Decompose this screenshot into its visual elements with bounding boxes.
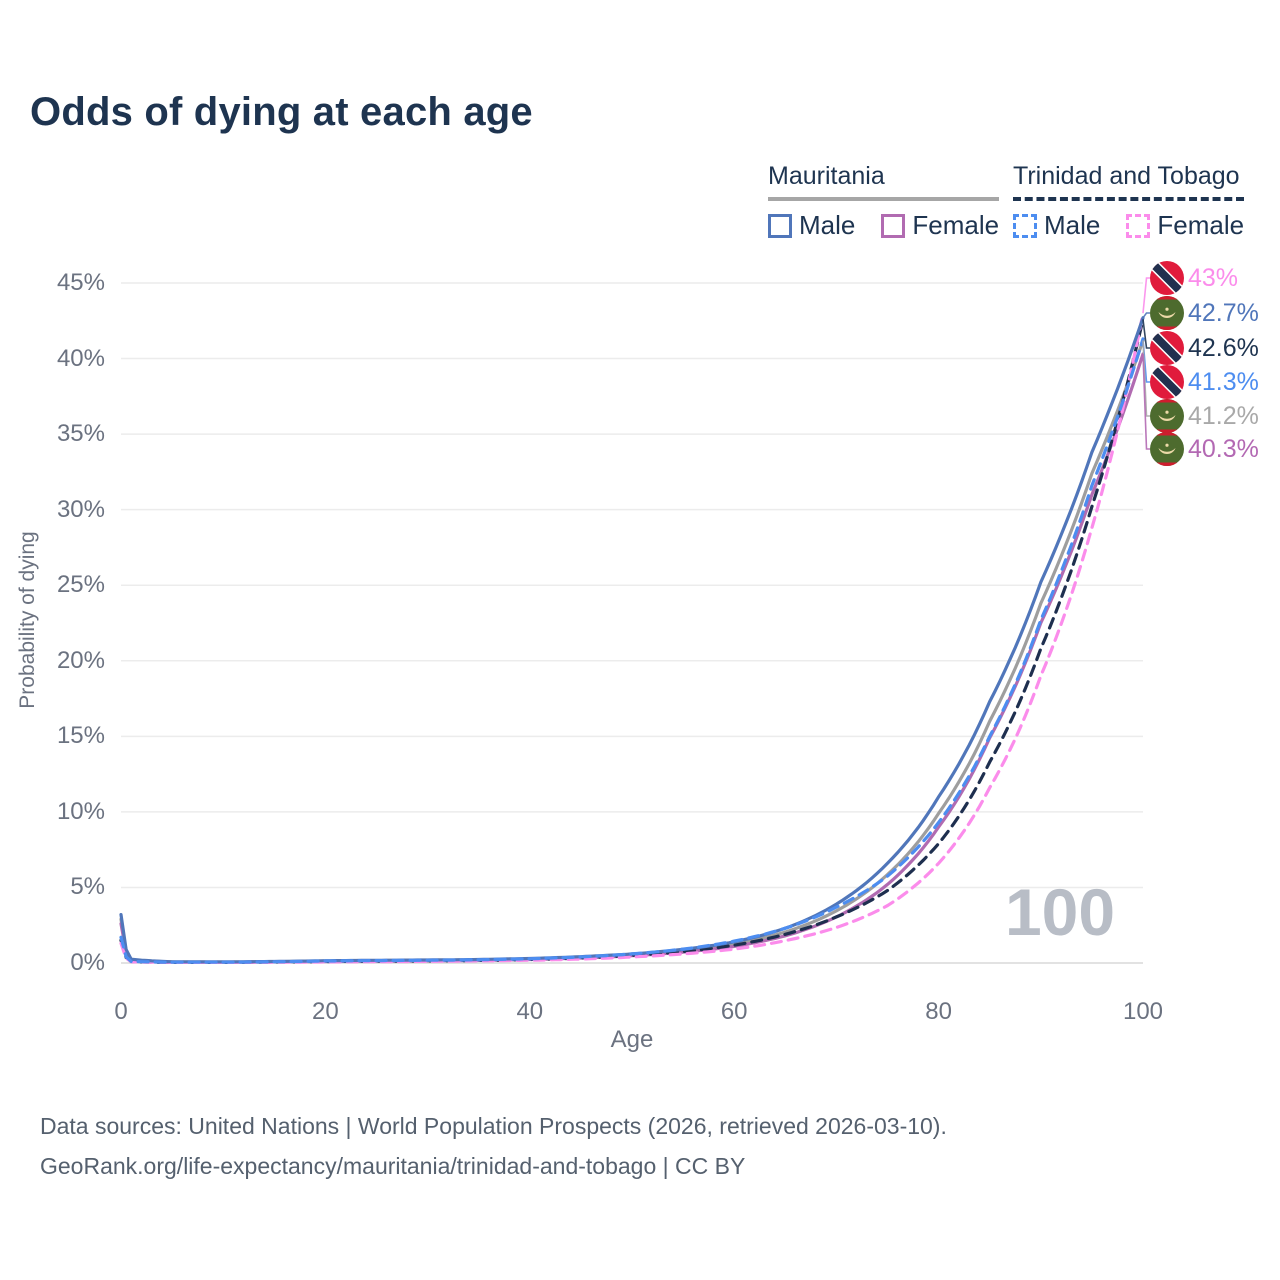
mauritania-flag-icon bbox=[1150, 399, 1184, 433]
series-line-tt-female bbox=[119, 311, 1145, 964]
y-tick-label: 10% bbox=[56, 797, 105, 825]
end-label-leader-line bbox=[1142, 277, 1150, 314]
end-label-value: 41.2% bbox=[1188, 401, 1259, 430]
trinidad-male-swatch-icon bbox=[1013, 213, 1037, 238]
series-line-tt-all bbox=[119, 317, 1145, 964]
legend-item-label: Male bbox=[1044, 210, 1101, 240]
end-label-mrt-female: 40.3% bbox=[1150, 432, 1259, 466]
series-line-mrt-female bbox=[119, 352, 1145, 964]
y-tick-label: 25% bbox=[56, 571, 105, 599]
end-label-mrt-all: 41.2% bbox=[1150, 399, 1259, 433]
mauritania-female-swatch-icon bbox=[881, 213, 906, 238]
trinidad-and-tobago-flag-icon bbox=[1150, 365, 1184, 399]
end-label-value: 42.6% bbox=[1188, 333, 1259, 362]
mauritania-flag-icon bbox=[1150, 432, 1184, 466]
trinidad-and-tobago-flag-icon bbox=[1150, 261, 1184, 295]
legend-item-trinidad-male[interactable]: Male bbox=[1013, 210, 1100, 241]
legend-header-mauritania: Mauritania bbox=[768, 162, 885, 190]
legend-item-mauritania-female[interactable]: Female bbox=[881, 210, 999, 241]
legend-group-trinidad-and-tobago: Trinidad and Tobago Male Female bbox=[1013, 162, 1245, 241]
legend-item-label: Male bbox=[799, 210, 856, 240]
y-tick-label: 20% bbox=[56, 646, 105, 674]
series-line-mrt-male bbox=[119, 316, 1145, 964]
footer-attribution: Data sources: United Nations | World Pop… bbox=[40, 1106, 947, 1186]
y-tick-label: 0% bbox=[70, 949, 105, 976]
x-tick-label: 100 bbox=[1122, 998, 1164, 1025]
mauritania-male-swatch-icon bbox=[768, 213, 792, 238]
x-tick-label: 80 bbox=[925, 998, 952, 1025]
end-label-tt-male: 41.3% bbox=[1150, 365, 1259, 399]
end-label-value: 41.3% bbox=[1188, 367, 1259, 396]
x-tick-label: 20 bbox=[312, 998, 339, 1025]
legend-group-mauritania: Mauritania Male Female bbox=[768, 162, 1000, 241]
y-tick-label: 5% bbox=[70, 873, 105, 901]
trinidad-and-tobago-flag-icon bbox=[1150, 331, 1184, 365]
trinidad-female-swatch-icon bbox=[1126, 213, 1151, 238]
y-tick-label: 40% bbox=[56, 344, 105, 372]
legend-item-trinidad-female[interactable]: Female bbox=[1126, 210, 1244, 241]
end-label-tt-female: 43% bbox=[1150, 261, 1238, 295]
x-tick-label: 0 bbox=[114, 998, 128, 1025]
footer-data-sources: Data sources: United Nations | World Pop… bbox=[40, 1113, 947, 1139]
end-label-value: 43% bbox=[1188, 263, 1239, 292]
footer-license: GeoRank.org/life-expectancy/mauritania/t… bbox=[40, 1153, 746, 1179]
legend-item-label: Female bbox=[912, 210, 1000, 240]
x-tick-label: 60 bbox=[720, 998, 748, 1025]
y-tick-label: 15% bbox=[56, 722, 105, 750]
end-label-value: 40.3% bbox=[1188, 434, 1259, 463]
end-label-tt-all: 42.6% bbox=[1150, 331, 1259, 365]
y-tick-label: 45% bbox=[56, 269, 105, 296]
legend-item-mauritania-male[interactable]: Male bbox=[768, 210, 855, 241]
page-title: Odds of dying at each age bbox=[30, 90, 533, 134]
end-label-leader-line bbox=[1142, 319, 1150, 349]
legend-underline-mauritania-solid-line bbox=[768, 197, 1000, 201]
end-label-leader-line bbox=[1142, 353, 1150, 450]
y-tick-label: 35% bbox=[56, 420, 105, 448]
y-tick-label: 30% bbox=[56, 495, 105, 523]
end-label-value: 42.7% bbox=[1188, 298, 1259, 327]
legend-item-label: Female bbox=[1157, 210, 1245, 240]
legend-header-trinidad-and-tobago: Trinidad and Tobago bbox=[1013, 162, 1240, 190]
x-tick-label: 40 bbox=[516, 998, 544, 1025]
legend-underline-trinidad-dashed-line bbox=[1013, 197, 1245, 201]
mauritania-flag-icon bbox=[1150, 296, 1184, 330]
end-label-mrt-male: 42.7% bbox=[1150, 296, 1259, 330]
end-label-leader-line bbox=[1142, 312, 1150, 319]
x-axis-title: Age bbox=[610, 1026, 654, 1053]
series-line-tt-male bbox=[119, 337, 1145, 964]
